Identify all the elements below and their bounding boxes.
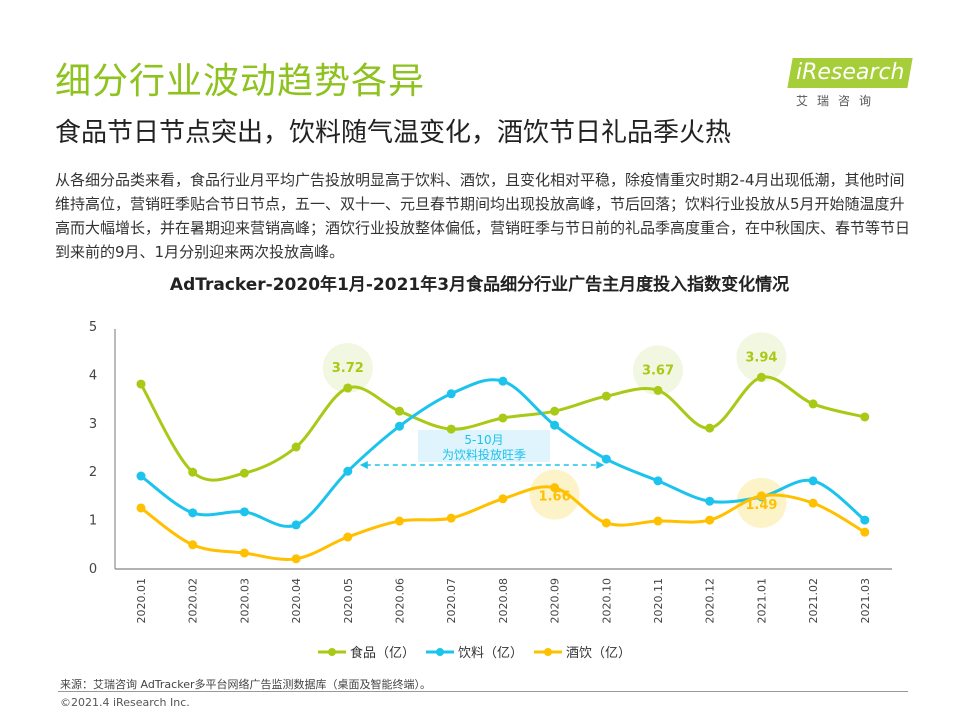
y-tick-label: 3	[89, 417, 97, 432]
x-tick-label: 2020.10	[600, 578, 613, 624]
data-point	[808, 476, 818, 486]
data-point	[446, 513, 456, 523]
data-point	[188, 508, 198, 518]
footer-divider	[58, 691, 908, 692]
data-point	[188, 540, 198, 550]
x-tick-label: 2020.01	[135, 578, 148, 624]
x-tick-label: 2021.03	[859, 578, 872, 624]
logo-text: iResearch	[796, 60, 905, 85]
y-tick-label: 0	[89, 562, 97, 577]
x-tick-label: 2020.02	[187, 578, 200, 624]
x-tick-label: 2020.05	[342, 578, 355, 624]
annotation-bubble	[529, 469, 580, 520]
annotation-bubble	[633, 345, 683, 396]
data-point	[343, 466, 353, 476]
data-point	[601, 518, 611, 528]
arrow-head-right	[596, 461, 605, 469]
data-point	[343, 532, 353, 542]
data-point	[239, 468, 249, 478]
logo-cn: 艾瑞咨询	[796, 94, 881, 108]
copyright: ©2021.4 iResearch Inc.	[60, 696, 190, 709]
annotation-bubble	[736, 332, 787, 383]
x-tick-label: 2020.03	[238, 578, 251, 624]
legend-marker	[544, 648, 552, 656]
arrow-head-left	[359, 461, 368, 469]
data-point	[291, 554, 301, 564]
data-point	[756, 372, 766, 382]
data-point	[756, 491, 766, 501]
range-note-line1: 5-10月	[464, 433, 503, 447]
data-point	[705, 515, 715, 525]
data-point	[550, 483, 560, 493]
source-note: 来源：艾瑞咨询 AdTracker多平台网络广告监测数据库（桌面及智能终端）。	[60, 678, 431, 691]
page-title: 细分行业波动趋势各异	[55, 61, 426, 102]
legend-label: 酒饮（亿）	[566, 646, 631, 661]
data-point	[860, 515, 870, 525]
y-tick-label: 5	[89, 320, 97, 335]
iresearch-logo: iResearch 艾瑞咨询	[787, 50, 920, 110]
data-point	[498, 376, 508, 386]
range-note-box	[418, 430, 550, 462]
data-point	[498, 494, 508, 504]
legend-label: 食品（亿）	[350, 645, 415, 661]
data-point	[136, 379, 146, 389]
data-point	[653, 385, 663, 395]
data-point	[808, 399, 818, 409]
data-label: 3.72	[332, 361, 364, 376]
x-tick-label: 2020.09	[549, 578, 562, 624]
data-point	[653, 516, 663, 526]
data-label: 3.94	[745, 350, 777, 365]
data-point	[601, 391, 611, 401]
data-point	[601, 454, 611, 464]
annotation-bubble	[322, 342, 373, 393]
data-point	[446, 389, 456, 399]
data-point	[550, 406, 560, 416]
data-point	[653, 476, 663, 486]
data-point	[239, 548, 249, 558]
legend-marker	[328, 648, 336, 656]
data-point	[136, 503, 146, 513]
data-point	[395, 421, 404, 431]
y-tick-label: 2	[89, 465, 97, 480]
range-note-line2: 为饮料投放旺季	[442, 447, 526, 462]
data-point	[808, 498, 818, 508]
annotation-bubble	[736, 477, 787, 528]
x-tick-label: 2021.02	[807, 578, 820, 624]
data-point	[446, 424, 456, 434]
data-point	[291, 442, 301, 452]
data-point	[395, 516, 404, 526]
y-tick-label: 1	[89, 514, 97, 529]
legend-label: 饮料（亿）	[458, 646, 523, 661]
x-tick-label: 2020.07	[445, 578, 458, 624]
x-tick-label: 2020.11	[652, 578, 665, 624]
data-point	[860, 412, 870, 422]
data-point	[291, 520, 301, 530]
data-point	[343, 383, 353, 393]
data-point	[136, 471, 146, 481]
data-point	[705, 496, 715, 506]
x-tick-label: 2020.08	[497, 578, 510, 624]
y-tick-label: 4	[89, 368, 97, 383]
data-point	[498, 413, 508, 423]
x-tick-label: 2020.06	[394, 578, 407, 624]
data-point	[395, 406, 404, 416]
data-point	[705, 423, 715, 433]
x-tick-label: 2020.04	[290, 578, 303, 624]
data-label: 3.67	[642, 363, 674, 378]
data-label: 1.49	[745, 498, 777, 513]
data-point	[188, 467, 198, 477]
x-tick-label: 2021.01	[755, 578, 768, 624]
legend-marker	[436, 648, 444, 656]
data-point	[239, 507, 249, 517]
body-text: 从各细分品类来看，食品行业月平均广告投放明显高于饮料、酒饮，且变化相对平稳，除疫…	[55, 171, 911, 261]
x-tick-label: 2020.12	[704, 578, 717, 624]
data-point	[860, 527, 870, 537]
page-subtitle: 食品节日节点突出，饮料随气温变化，酒饮节日礼品季火热	[55, 118, 732, 148]
data-point	[550, 420, 560, 430]
chart-title: AdTracker-2020年1月-2021年3月食品细分行业广告主月度投入指数…	[169, 275, 790, 295]
data-label: 1.66	[539, 490, 571, 505]
